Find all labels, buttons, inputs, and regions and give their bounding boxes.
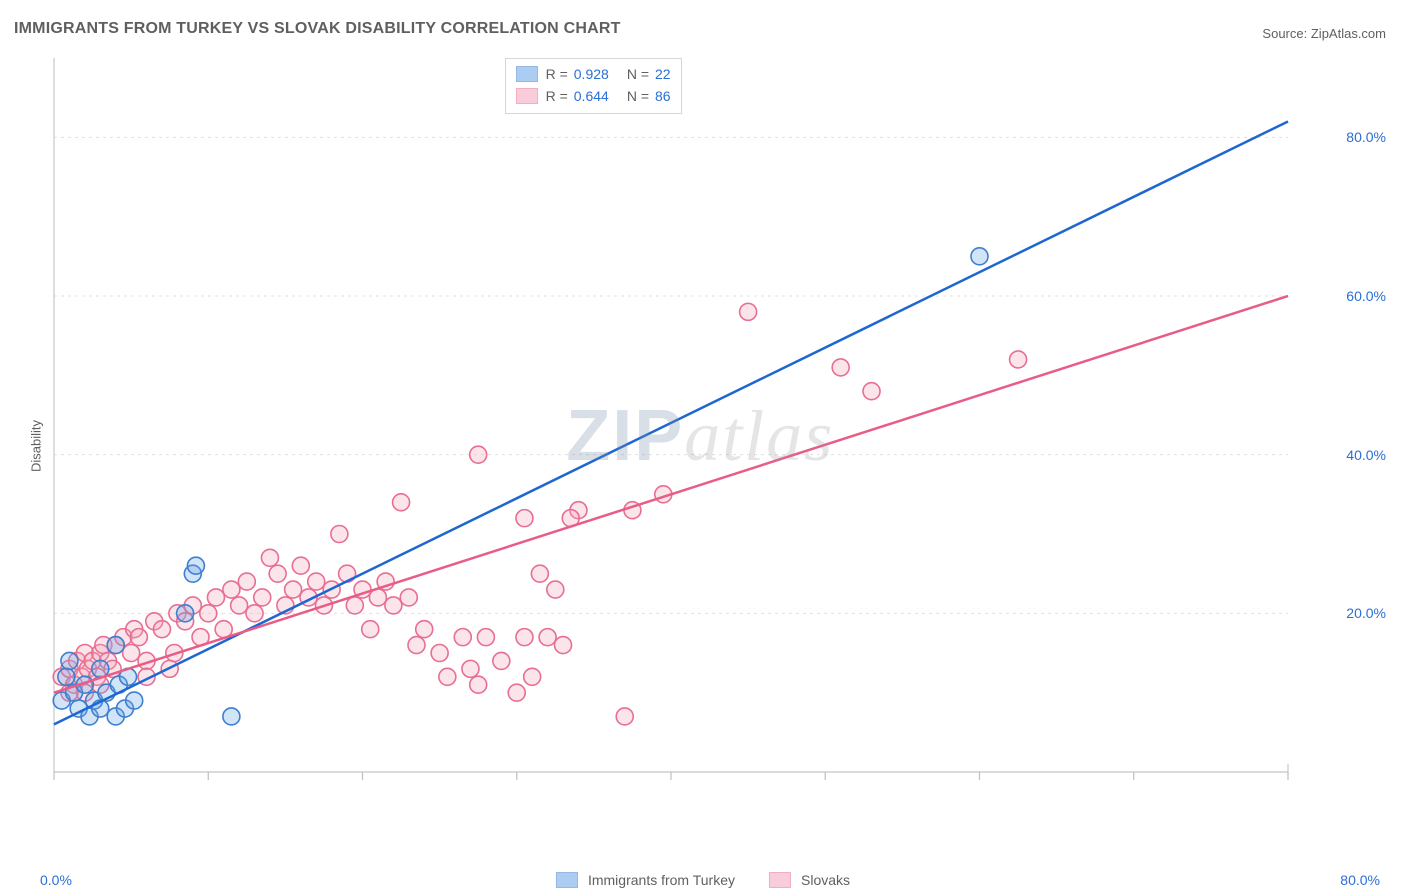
data-point <box>231 597 248 614</box>
correlation-legend-row: R = 0.928 N = 22 <box>516 63 671 85</box>
series-legend-item: Immigrants from Turkey <box>556 872 735 888</box>
legend-r-value: 0.644 <box>574 85 609 107</box>
data-point <box>971 248 988 265</box>
data-point <box>223 708 240 725</box>
data-point <box>508 684 525 701</box>
data-point <box>207 589 224 606</box>
data-point <box>462 660 479 677</box>
data-point <box>516 510 533 527</box>
data-point <box>223 581 240 598</box>
data-point <box>177 605 194 622</box>
data-point <box>531 565 548 582</box>
legend-r-label: R = <box>546 63 568 85</box>
data-point <box>292 557 309 574</box>
data-point <box>246 605 263 622</box>
source-attribution: Source: ZipAtlas.com <box>1262 26 1386 41</box>
chart-title: IMMIGRANTS FROM TURKEY VS SLOVAK DISABIL… <box>14 20 621 38</box>
legend-n-value: 22 <box>655 63 671 85</box>
y-tick-label: 80.0% <box>1346 129 1386 145</box>
x-axis-max-label: 80.0% <box>1340 872 1380 888</box>
data-point <box>1010 351 1027 368</box>
data-point <box>516 629 533 646</box>
data-point <box>200 605 217 622</box>
data-point <box>477 629 494 646</box>
y-tick-label: 20.0% <box>1346 605 1386 621</box>
y-tick-label: 60.0% <box>1346 288 1386 304</box>
legend-r-label: R = <box>546 85 568 107</box>
data-point <box>539 629 556 646</box>
series-legend-label: Immigrants from Turkey <box>588 872 735 888</box>
data-point <box>308 573 325 590</box>
series-legend-label: Slovaks <box>801 872 850 888</box>
data-point <box>470 446 487 463</box>
data-point <box>439 668 456 685</box>
data-point <box>555 637 572 654</box>
data-point <box>107 637 124 654</box>
data-point <box>153 621 170 638</box>
legend-swatch <box>516 88 538 104</box>
data-point <box>740 303 757 320</box>
data-point <box>130 629 147 646</box>
regression-line <box>54 296 1288 693</box>
data-point <box>269 565 286 582</box>
data-point <box>454 629 471 646</box>
data-point <box>331 526 348 543</box>
data-point <box>547 581 564 598</box>
source-label: Source: <box>1262 26 1307 41</box>
data-point <box>416 621 433 638</box>
data-point <box>187 557 204 574</box>
data-point <box>400 589 417 606</box>
y-tick-label: 40.0% <box>1346 447 1386 463</box>
data-point <box>393 494 410 511</box>
data-point <box>616 708 633 725</box>
data-point <box>385 597 402 614</box>
data-point <box>58 668 75 685</box>
data-point <box>238 573 255 590</box>
legend-swatch <box>516 66 538 82</box>
legend-n-label: N = <box>627 85 649 107</box>
correlation-legend-row: R = 0.644 N = 86 <box>516 85 671 107</box>
data-point <box>362 621 379 638</box>
legend-n-value: 86 <box>655 85 671 107</box>
legend-n-label: N = <box>627 63 649 85</box>
series-legend: Immigrants from Turkey Slovaks <box>556 872 850 888</box>
data-point <box>123 645 140 662</box>
data-point <box>261 549 278 566</box>
x-axis-min-label: 0.0% <box>40 872 72 888</box>
series-legend-item: Slovaks <box>769 872 850 888</box>
data-point <box>408 637 425 654</box>
source-value: ZipAtlas.com <box>1311 26 1386 41</box>
y-axis-label: Disability <box>29 420 44 472</box>
legend-swatch <box>769 872 791 888</box>
data-point <box>431 645 448 662</box>
data-point <box>346 597 363 614</box>
data-point <box>832 359 849 376</box>
data-point <box>254 589 271 606</box>
legend-swatch <box>556 872 578 888</box>
correlation-legend: R = 0.928 N = 22 R = 0.644 N = 86 <box>505 58 682 114</box>
data-point <box>524 668 541 685</box>
scatter-plot <box>48 52 1298 802</box>
data-point <box>126 692 143 709</box>
data-point <box>285 581 302 598</box>
data-point <box>470 676 487 693</box>
data-point <box>493 652 510 669</box>
data-point <box>61 652 78 669</box>
legend-r-value: 0.928 <box>574 63 609 85</box>
data-point <box>863 383 880 400</box>
